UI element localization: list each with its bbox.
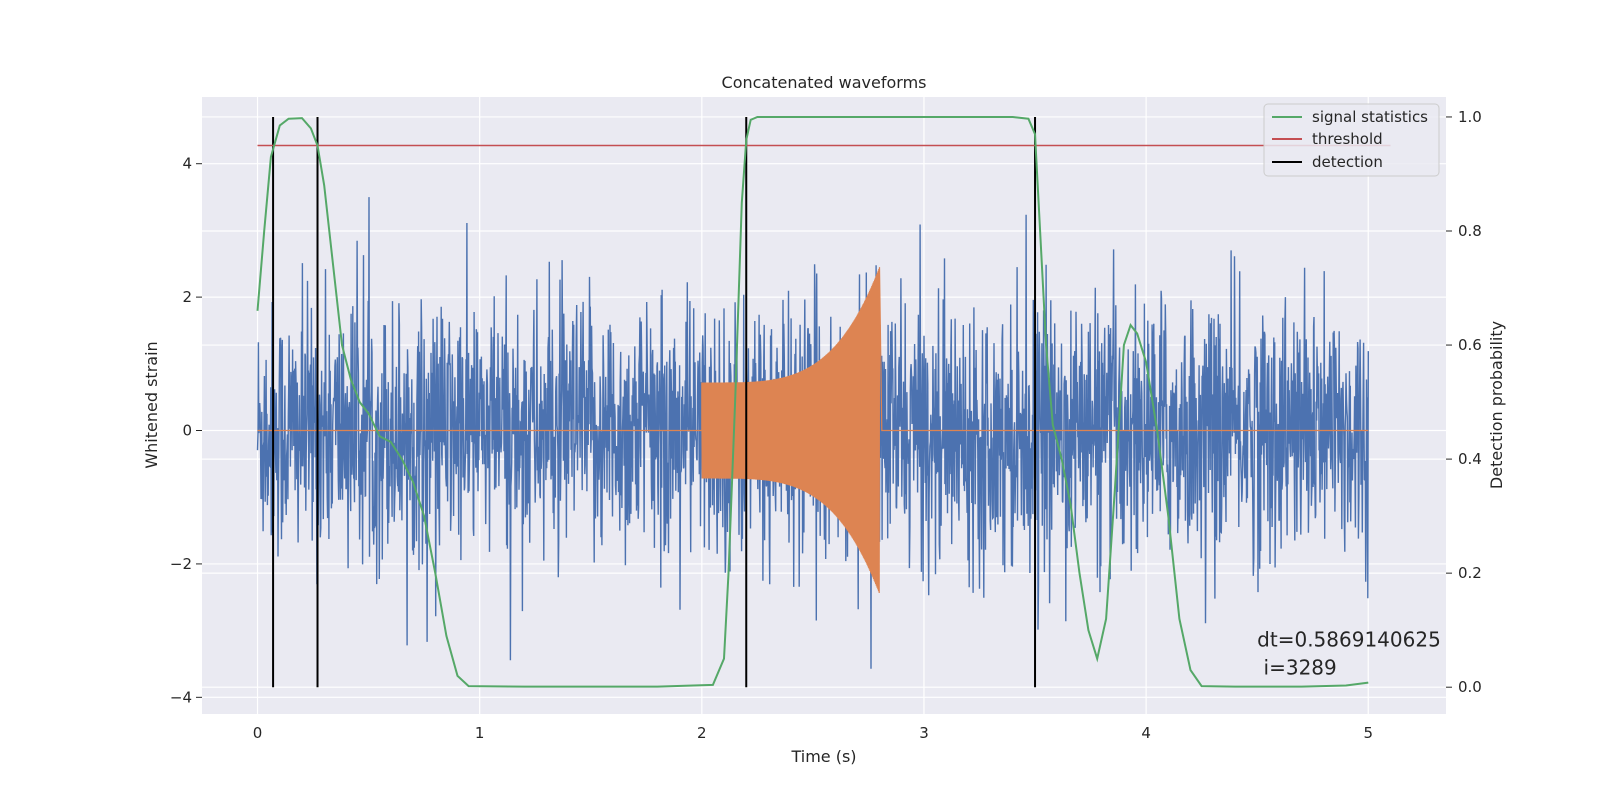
y2-tick-label: 0.2 [1458,564,1482,582]
y-tick-label: 2 [182,288,192,306]
legend-label-threshold: threshold [1312,130,1383,148]
legend-frame [1263,103,1440,177]
x-tick-labels: 0 1 2 3 4 5 [253,724,1373,742]
annotation-line-i: i=3289 [1257,656,1337,680]
annotation-line-dt: dt=0.5869140625 [1257,628,1441,652]
y2-tick-label: 0.6 [1458,336,1482,354]
x-tick-label: 3 [919,724,929,742]
chirp-series-line [257,267,1369,594]
y2-tick-label: 0.8 [1458,222,1482,240]
y-tick-label: −4 [170,688,192,706]
y2-tick-label: 0.0 [1458,678,1482,696]
annotation-box: dt=0.5869140625 i=3289 [1257,628,1441,680]
y2-tick-label: 0.4 [1458,450,1482,468]
legend-label-detection: detection [1312,153,1383,171]
y-tick-label: 4 [182,155,192,173]
y-tick-label: 0 [182,422,192,440]
x-tick-label: 4 [1141,724,1151,742]
legend: signal statistics threshold detection [1263,103,1440,177]
y-tick-labels: −4 −2 0 2 4 [170,155,202,706]
legend-label-signal-statistics: signal statistics [1312,108,1428,126]
x-tick-label: 1 [475,724,485,742]
x-tick-label: 2 [697,724,707,742]
x-tick-label: 5 [1363,724,1373,742]
y2-tick-label: 1.0 [1458,108,1482,126]
detection-lines [272,116,1037,688]
y2-axis-label: Detection probability [1487,321,1506,489]
y-axis-label: Whitened strain [142,341,161,468]
chart-title: Concatenated waveforms [722,73,927,92]
x-tick-label: 0 [253,724,263,742]
signal-statistics-series-line [256,116,1369,688]
y2-tick-labels: 0.0 0.2 0.4 0.6 0.8 1.0 [1446,108,1482,696]
x-axis-label: Time (s) [790,747,856,766]
y-tick-label: −2 [170,555,192,573]
